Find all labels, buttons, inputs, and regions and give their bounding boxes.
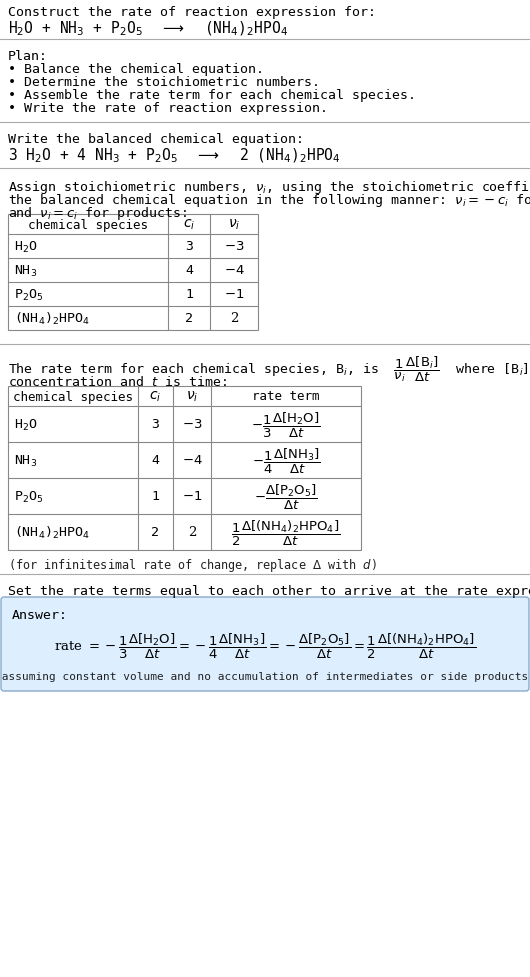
Text: • Determine the stoichiometric numbers.: • Determine the stoichiometric numbers. <box>8 76 320 89</box>
Text: $-4$: $-4$ <box>182 454 202 467</box>
Text: rate term: rate term <box>252 390 320 404</box>
Text: NH$_3$: NH$_3$ <box>14 263 37 278</box>
Text: $-\dfrac{\Delta[\mathrm{P_2O_5}]}{\Delta t}$: $-\dfrac{\Delta[\mathrm{P_2O_5}]}{\Delta… <box>254 482 318 511</box>
Text: chemical species: chemical species <box>13 390 133 404</box>
Text: $c_i$: $c_i$ <box>149 390 162 404</box>
Text: and $\nu_i = c_i$ for products:: and $\nu_i = c_i$ for products: <box>8 205 187 222</box>
Text: $-\dfrac{1}{4}\dfrac{\Delta[\mathrm{NH_3}]}{\Delta t}$: $-\dfrac{1}{4}\dfrac{\Delta[\mathrm{NH_3… <box>252 446 321 475</box>
Text: Write the balanced chemical equation:: Write the balanced chemical equation: <box>8 133 304 146</box>
Text: H$_2$O: H$_2$O <box>14 239 38 254</box>
Text: 2: 2 <box>230 313 238 325</box>
Text: Construct the rate of reaction expression for:: Construct the rate of reaction expressio… <box>8 6 376 19</box>
Bar <box>8 215 258 330</box>
Text: • Write the rate of reaction expression.: • Write the rate of reaction expression. <box>8 102 328 115</box>
Text: (NH$_4$)$_2$HPO$_4$: (NH$_4$)$_2$HPO$_4$ <box>14 525 90 540</box>
Text: chemical species: chemical species <box>28 218 148 232</box>
Text: (for infinitesimal rate of change, replace $\Delta$ with $d$): (for infinitesimal rate of change, repla… <box>8 557 377 573</box>
Text: $-1$: $-1$ <box>182 490 202 503</box>
Text: • Balance the chemical equation.: • Balance the chemical equation. <box>8 63 264 76</box>
Text: $-1$: $-1$ <box>224 288 244 301</box>
Text: 1: 1 <box>152 490 160 503</box>
Text: P$_2$O$_5$: P$_2$O$_5$ <box>14 488 43 504</box>
Text: 4: 4 <box>185 264 193 277</box>
Text: Set the rate terms equal to each other to arrive at the rate expression:: Set the rate terms equal to each other t… <box>8 584 530 597</box>
Text: Answer:: Answer: <box>12 609 68 621</box>
Text: (assuming constant volume and no accumulation of intermediates or side products): (assuming constant volume and no accumul… <box>0 671 530 681</box>
Text: NH$_3$: NH$_3$ <box>14 453 37 468</box>
Text: 3: 3 <box>185 240 193 253</box>
Text: $\nu_i$: $\nu_i$ <box>228 218 240 232</box>
Text: • Assemble the rate term for each chemical species.: • Assemble the rate term for each chemic… <box>8 89 416 102</box>
Text: Plan:: Plan: <box>8 50 48 63</box>
FancyBboxPatch shape <box>1 597 529 692</box>
Text: concentration and $t$ is time:: concentration and $t$ is time: <box>8 374 227 389</box>
Text: 1: 1 <box>185 288 193 301</box>
Text: rate $= -\dfrac{1}{3}\dfrac{\Delta[\mathrm{H_2O}]}{\Delta t} = -\dfrac{1}{4}\dfr: rate $= -\dfrac{1}{3}\dfrac{\Delta[\math… <box>54 631 476 659</box>
Text: 3: 3 <box>152 418 160 431</box>
Text: P$_2$O$_5$: P$_2$O$_5$ <box>14 287 43 302</box>
Text: H$_2$O + NH$_3$ + P$_2$O$_5$  $\longrightarrow$  (NH$_4$)$_2$HPO$_4$: H$_2$O + NH$_3$ + P$_2$O$_5$ $\longright… <box>8 20 288 38</box>
Text: $\dfrac{1}{2}\dfrac{\Delta[(\mathrm{NH_4})_2\mathrm{HPO_4}]}{\Delta t}$: $\dfrac{1}{2}\dfrac{\Delta[(\mathrm{NH_4… <box>232 518 341 547</box>
Text: $-3$: $-3$ <box>182 418 202 431</box>
Text: the balanced chemical equation in the following manner: $\nu_i = -c_i$ for react: the balanced chemical equation in the fo… <box>8 191 530 209</box>
Text: 2: 2 <box>152 526 160 539</box>
Text: $-3$: $-3$ <box>224 240 244 253</box>
Text: 2: 2 <box>185 313 193 325</box>
Text: 4: 4 <box>152 454 160 467</box>
Text: $c_i$: $c_i$ <box>183 218 195 232</box>
Text: 3 H$_2$O + 4 NH$_3$ + P$_2$O$_5$  $\longrightarrow$  2 (NH$_4$)$_2$HPO$_4$: 3 H$_2$O + 4 NH$_3$ + P$_2$O$_5$ $\longr… <box>8 147 341 165</box>
Text: $-4$: $-4$ <box>224 264 244 277</box>
Text: 2: 2 <box>188 526 196 539</box>
Text: The rate term for each chemical species, B$_i$, is  $\dfrac{1}{\nu_i}\dfrac{\Del: The rate term for each chemical species,… <box>8 355 530 384</box>
Text: $\nu_i$: $\nu_i$ <box>186 390 198 404</box>
Text: (NH$_4$)$_2$HPO$_4$: (NH$_4$)$_2$HPO$_4$ <box>14 311 90 326</box>
Text: H$_2$O: H$_2$O <box>14 417 38 432</box>
Bar <box>8 387 361 550</box>
Text: $-\dfrac{1}{3}\dfrac{\Delta[\mathrm{H_2O}]}{\Delta t}$: $-\dfrac{1}{3}\dfrac{\Delta[\mathrm{H_2O… <box>251 410 321 440</box>
Text: Assign stoichiometric numbers, $\nu_i$, using the stoichiometric coefficients, $: Assign stoichiometric numbers, $\nu_i$, … <box>8 179 530 195</box>
